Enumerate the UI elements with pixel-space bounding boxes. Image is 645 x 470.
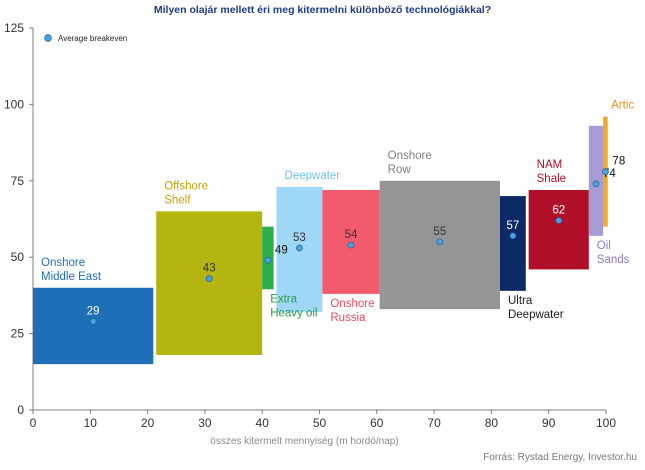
x-tick-label: 100 <box>596 416 616 430</box>
series-label: Russia <box>330 312 366 324</box>
data-label: 53 <box>293 232 306 244</box>
bar-offshore-shelf <box>156 211 263 355</box>
data-label: 43 <box>203 263 216 275</box>
series-label: NAM <box>537 159 563 171</box>
series-label: Oil <box>597 240 611 252</box>
average-marker <box>296 244 303 252</box>
series-label: Heavy oil <box>270 307 317 319</box>
y-tick-label: 100 <box>4 97 24 111</box>
x-axis-title: összes kitermelt mennyiség (m hordó/nap) <box>210 436 398 447</box>
x-tick-label: 50 <box>313 416 327 430</box>
series-label: Row <box>388 164 412 176</box>
y-tick-label: 125 <box>4 21 24 35</box>
y-tick-label: 25 <box>11 327 25 341</box>
x-tick-label: 60 <box>370 416 384 430</box>
series-label: Onshore <box>330 298 374 310</box>
x-tick-label: 20 <box>141 416 155 430</box>
series-label: Shale <box>537 173 566 185</box>
series-label: Deepwater <box>285 170 341 182</box>
data-label: 55 <box>433 226 446 238</box>
average-marker <box>436 238 444 246</box>
x-tick-label: 90 <box>542 416 556 430</box>
average-marker <box>347 241 355 249</box>
average-marker <box>592 180 600 188</box>
y-tick-label: 75 <box>11 174 25 188</box>
x-tick-label: 70 <box>427 416 441 430</box>
legend-marker <box>44 34 52 42</box>
series-label: Offshore <box>164 180 208 192</box>
data-label: 54 <box>345 229 358 241</box>
x-tick-label: 0 <box>30 416 37 430</box>
average-marker <box>264 256 272 264</box>
series-label: Onshore <box>388 150 432 162</box>
x-tick-label: 10 <box>84 416 98 430</box>
y-tick-label: 50 <box>11 250 25 264</box>
series-label: Shelf <box>164 194 191 206</box>
series-label: Ultra <box>508 295 533 307</box>
bar-nam-shale <box>528 189 589 270</box>
chart-title: Milyen olajár mellett éri meg kitermelni… <box>153 4 492 16</box>
data-label: 62 <box>552 205 565 217</box>
average-marker <box>509 232 517 240</box>
x-tick-label: 40 <box>256 416 270 430</box>
average-marker <box>205 275 213 282</box>
series-label: Extra <box>270 293 297 305</box>
average-marker <box>555 217 563 224</box>
series-label: Deepwater <box>508 309 564 321</box>
series-label: Onshore <box>41 257 85 269</box>
x-tick-label: 80 <box>485 416 499 430</box>
average-marker <box>89 318 97 325</box>
data-label: 57 <box>506 220 519 232</box>
data-label: 49 <box>275 244 288 256</box>
bar-onshore-middle-east <box>33 287 154 365</box>
legend-label: Average breakeven <box>58 34 127 43</box>
data-label: 29 <box>87 305 100 317</box>
y-tick-label: 0 <box>17 403 24 417</box>
series-label: Middle East <box>41 271 102 283</box>
average-marker <box>602 168 609 175</box>
series-label: Sands <box>597 254 630 266</box>
bar-ultra-deepwater <box>499 196 526 291</box>
x-tick-label: 30 <box>198 416 212 430</box>
series-label: Artic <box>611 100 634 112</box>
data-label: 78 <box>612 156 625 168</box>
source-note: Forrás: Rystad Energy, Investor.hu <box>483 452 637 463</box>
